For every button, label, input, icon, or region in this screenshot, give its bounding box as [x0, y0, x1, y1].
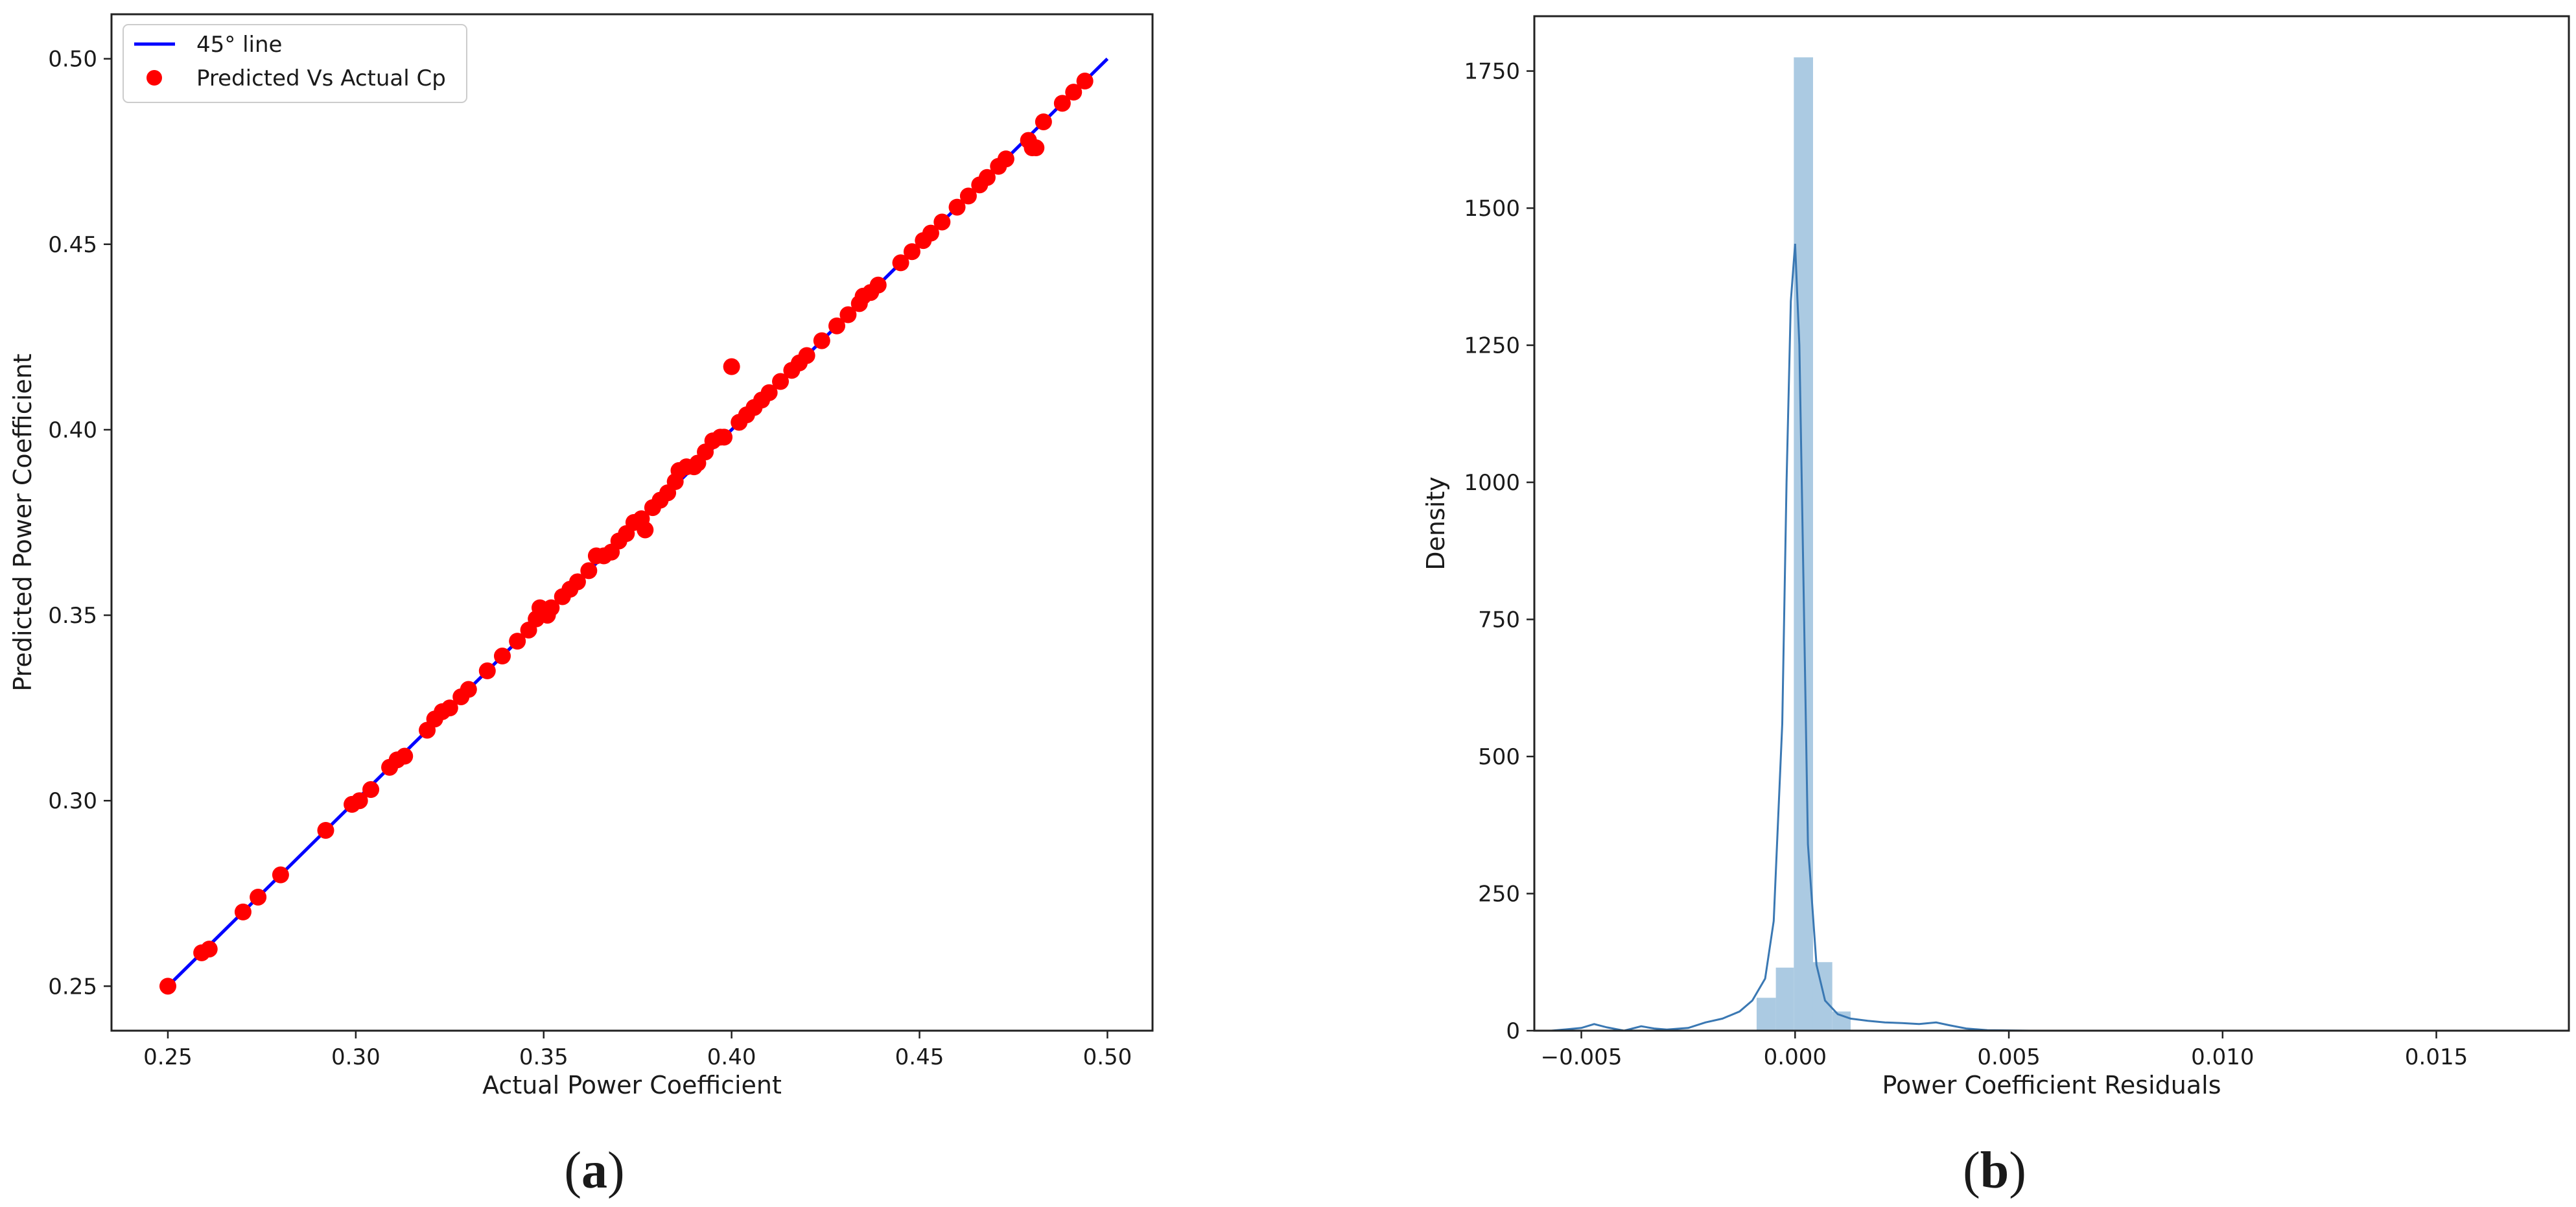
scatter-point — [948, 198, 966, 216]
x-tick-label: 0.005 — [1977, 1044, 2040, 1070]
y-tick-label: 0.25 — [48, 974, 97, 1000]
panel-b-letter: b — [1980, 1142, 2009, 1199]
x-tick-label: 0.45 — [895, 1044, 944, 1070]
x-tick-label: 0.50 — [1083, 1044, 1132, 1070]
scatter-point — [234, 903, 252, 920]
scatter-point — [351, 792, 368, 810]
scatter-point — [798, 347, 815, 364]
scatter-point — [637, 521, 654, 539]
y-tick-label: 0.30 — [48, 788, 97, 814]
histogram-bar — [1775, 967, 1794, 1031]
scatter-point — [997, 150, 1014, 168]
kde-curve — [1551, 243, 2531, 1032]
x-tick-label: −0.005 — [1541, 1044, 1622, 1070]
scatter-point — [772, 373, 790, 390]
scatter-point — [1076, 73, 1094, 90]
x-tick-label: 0.35 — [519, 1044, 568, 1070]
panel-label-b: (b) — [1963, 1142, 2026, 1199]
scatter-point — [493, 648, 511, 665]
scatter-point — [922, 224, 939, 242]
scatter-point — [716, 428, 733, 446]
legend-point-swatch — [146, 70, 162, 86]
legend-box — [123, 24, 467, 103]
histogram-x-axis-label: Power Coefficient Residuals — [1882, 1071, 2221, 1099]
panel-a-open-paren: ( — [564, 1142, 581, 1199]
y-tick-label: 750 — [1478, 607, 1520, 633]
panel-b-open-paren: ( — [1963, 1142, 1980, 1199]
histogram-x-ticks: −0.005 0.000 0.005 0.010 0.015 — [1541, 1031, 2468, 1070]
x-tick-label: 0.000 — [1764, 1044, 1827, 1070]
scatter-point — [1035, 113, 1052, 130]
scatter-point — [903, 243, 920, 261]
scatter-point — [869, 276, 887, 294]
scatter-point — [478, 662, 496, 679]
scatter-point — [892, 254, 909, 272]
scatter-axes-frame — [110, 13, 1154, 1032]
y-tick-label: 0 — [1506, 1018, 1520, 1044]
scatter-plot-area — [159, 57, 1109, 995]
scatter-point — [441, 699, 458, 717]
x-tick-label: 0.015 — [2405, 1044, 2468, 1070]
scatter-point — [543, 599, 560, 616]
scatter-point — [580, 562, 598, 580]
x-tick-label: 0.40 — [707, 1044, 756, 1070]
y-tick-label: 1750 — [1464, 59, 1520, 85]
y-tick-label: 250 — [1478, 882, 1520, 908]
scatter-point — [813, 332, 830, 349]
scatter-x-axis-label: Actual Power Coefficient — [482, 1071, 782, 1099]
x-tick-label: 0.010 — [2191, 1044, 2254, 1070]
x-tick-label: 0.25 — [143, 1044, 193, 1070]
scatter-point — [396, 747, 414, 765]
scatter-point — [1027, 139, 1045, 157]
scatter-point — [959, 187, 977, 205]
scatter-point — [1065, 84, 1083, 101]
scatter-point — [317, 821, 334, 839]
panel-a-close-paren: ) — [607, 1142, 625, 1199]
scatter-point — [723, 358, 740, 375]
histogram-panel: −0.005 0.000 0.005 0.010 0.015 0 250 500 750 100… — [1422, 15, 2570, 1199]
scatter-point — [509, 633, 526, 650]
scatter-x-ticks: 0.25 0.30 0.35 0.40 0.45 0.50 — [143, 1031, 1132, 1070]
scatter-point — [460, 681, 477, 698]
panel-a-letter: a — [581, 1142, 607, 1199]
x-tick-label: 0.30 — [331, 1044, 381, 1070]
y-tick-label: 0.45 — [48, 232, 97, 258]
scatter-y-ticks: 0.25 0.30 0.35 0.40 0.45 0.50 — [48, 47, 111, 1000]
histogram-y-ticks: 0 250 500 750 1000 1250 1500 1750 — [1464, 59, 1534, 1044]
legend-entry-points: Predicted Vs Actual Cp — [196, 65, 446, 91]
scatter-point — [362, 781, 380, 799]
y-tick-label: 0.35 — [48, 603, 97, 629]
histogram-bar — [1832, 1011, 1851, 1031]
y-tick-label: 1000 — [1464, 470, 1520, 496]
scatter-point — [568, 573, 586, 591]
panel-b-close-paren: ) — [2009, 1142, 2026, 1199]
y-tick-label: 500 — [1478, 744, 1520, 770]
scatter-point — [159, 978, 176, 995]
scatter-point — [828, 317, 845, 334]
scatter-panel: 0.25 0.30 0.35 0.40 0.45 0.50 0.25 0.30 0.35 0.4… — [8, 13, 1154, 1199]
y-tick-label: 1250 — [1464, 333, 1520, 359]
scatter-point — [272, 866, 289, 884]
scatter-point — [760, 384, 778, 401]
histogram-axes-frame — [1533, 15, 2570, 1032]
panel-label-a: (a) — [564, 1142, 624, 1199]
y-tick-label: 0.50 — [48, 47, 97, 73]
scatter-point — [250, 888, 267, 906]
scatter-legend: 45° line Predicted Vs Actual Cp — [123, 24, 467, 103]
scatter-point — [1053, 95, 1071, 112]
scatter-point — [978, 169, 996, 186]
scatter-y-axis-label: Predicted Power Coefficient — [8, 353, 37, 691]
histogram-bar — [1812, 962, 1832, 1031]
scatter-point — [839, 306, 857, 323]
legend-entry-line: 45° line — [196, 32, 282, 58]
scatter-point — [933, 213, 951, 231]
scatter-point — [200, 941, 218, 958]
histogram-bar — [1756, 998, 1776, 1031]
histogram-y-axis-label: Density — [1422, 476, 1450, 570]
y-tick-label: 1500 — [1464, 196, 1520, 222]
y-tick-label: 0.40 — [48, 417, 97, 443]
